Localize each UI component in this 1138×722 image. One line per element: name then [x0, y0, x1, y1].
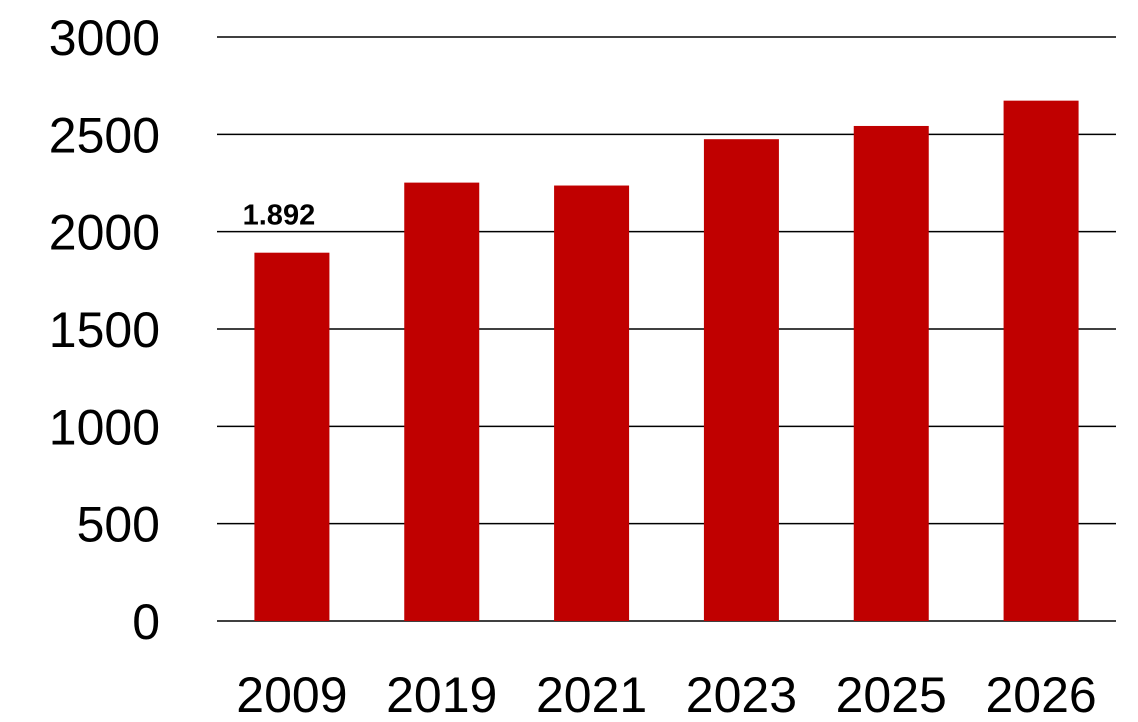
y-axis-tick-labels: 0 500 1000 1500 2000 2500 3000 [49, 10, 160, 650]
gridlines [217, 36, 1116, 622]
y-tick-label: 0 [132, 594, 160, 650]
y-tick-label: 2500 [49, 107, 160, 163]
x-tick-label-2023: 2023 [686, 667, 797, 722]
bars [254, 100, 1079, 622]
x-tick-label-2025: 2025 [836, 667, 947, 722]
x-tick-label-2019: 2019 [386, 667, 497, 722]
bar-2025 [853, 125, 929, 621]
data-label-2009: 1.892 [243, 200, 316, 232]
y-tick-label: 2000 [49, 205, 160, 261]
bar-2009 [254, 252, 330, 621]
x-tick-label-2009: 2009 [236, 667, 347, 722]
x-tick-label-2021: 2021 [536, 667, 647, 722]
bar-2023 [703, 139, 779, 621]
bar-2021 [554, 185, 630, 621]
bar-2026 [1003, 100, 1079, 621]
x-tick-label-2026: 2026 [985, 667, 1096, 722]
y-tick-label: 1000 [49, 399, 160, 455]
data-labels: 1.892 [243, 200, 316, 232]
y-tick-label: 3000 [49, 10, 160, 66]
x-axis-tick-labels: 2009 2019 2021 2023 2025 2026 [236, 667, 1096, 722]
y-tick-label: 1500 [49, 302, 160, 358]
bar-2019 [404, 182, 480, 622]
y-tick-label: 500 [77, 497, 160, 553]
